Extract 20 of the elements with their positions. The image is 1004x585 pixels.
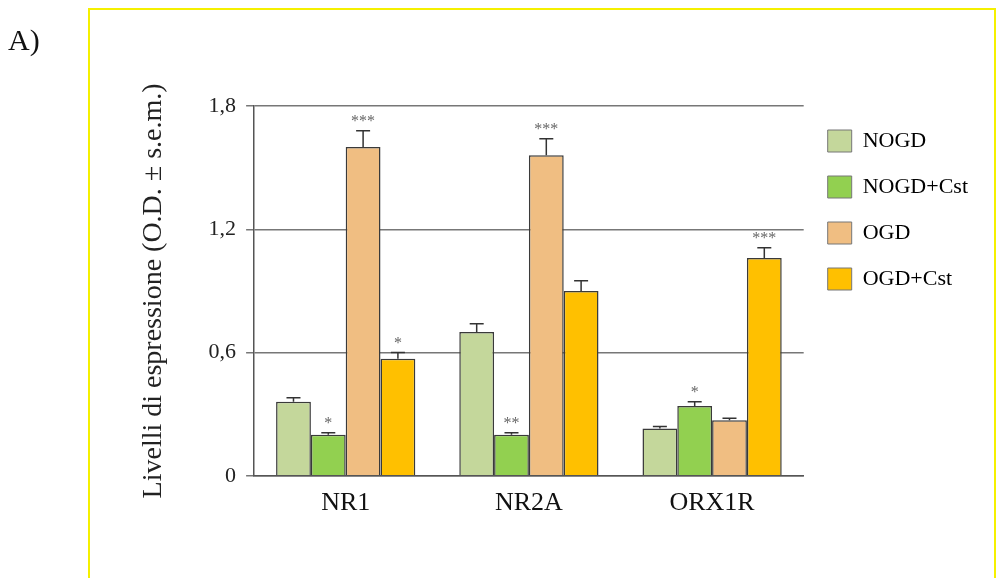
- x-tick-label: NR2A: [494, 487, 564, 517]
- annotation: ***: [351, 111, 376, 129]
- legend-label: NOGD: [862, 126, 927, 152]
- legend-label: OGD+Cst: [862, 264, 953, 290]
- y-axis-title: Livelli di espressione (O.D. ± s.e.m.): [136, 83, 168, 499]
- y-tick-label: 1,2: [208, 215, 237, 241]
- legend-label: NOGD+Cst: [862, 172, 969, 198]
- annotation: ***: [534, 120, 559, 138]
- x-tick-label: ORX1R: [669, 487, 756, 517]
- annotation: *: [690, 383, 699, 401]
- x-tick-label: NR1: [321, 487, 371, 517]
- annotation: *: [393, 333, 402, 351]
- y-tick-label: 0: [225, 461, 237, 487]
- y-tick-label: 0,6: [208, 338, 237, 364]
- y-tick-label: 1,8: [208, 91, 237, 117]
- annotation: *: [324, 413, 333, 431]
- legend-label: OGD: [862, 218, 911, 244]
- annotation: **: [503, 413, 520, 431]
- text: A): [8, 23, 40, 57]
- annotation: ***: [752, 228, 777, 246]
